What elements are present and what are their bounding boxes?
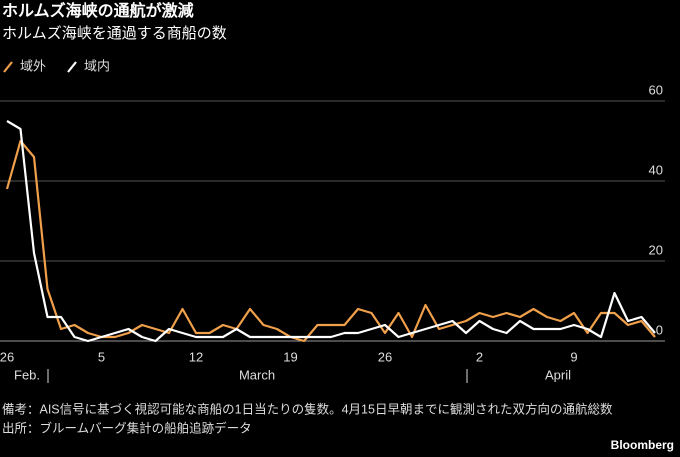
legend-swatch bbox=[67, 61, 77, 73]
month-label: April bbox=[545, 367, 571, 382]
x-tick-label: 19 bbox=[283, 349, 297, 364]
x-tick-label: 26 bbox=[0, 349, 14, 364]
legend-label: 域外 bbox=[20, 58, 46, 73]
y-tick-label: 20 bbox=[649, 242, 663, 257]
month-label: Feb. bbox=[14, 367, 40, 382]
chart-title: ホルムズ海峡の通航が激減 bbox=[2, 1, 194, 20]
x-tick-label: 26 bbox=[378, 349, 392, 364]
series-line bbox=[5, 139, 656, 343]
y-tick-label: 0 bbox=[656, 322, 663, 337]
chart-subtitle: ホルムズ海峡を通過する商船の数 bbox=[2, 25, 227, 42]
y-tick-label: 40 bbox=[649, 162, 663, 177]
legend-swatch bbox=[3, 61, 13, 73]
brand: Bloomberg bbox=[611, 438, 674, 452]
legend-label: 域内 bbox=[84, 58, 110, 73]
series-line bbox=[6, 120, 656, 343]
x-tick-label: 12 bbox=[189, 349, 203, 364]
month-label: March bbox=[239, 367, 275, 382]
source: 出所：ブルームバーグ集計の船舶追跡データ bbox=[2, 420, 252, 435]
note: 備考：AIS信号に基づく視認可能な商船の1日当たりの隻数。4月15日早朝までに観… bbox=[2, 401, 613, 416]
y-tick-label: 60 bbox=[649, 82, 663, 97]
x-tick-label: 2 bbox=[476, 349, 483, 364]
x-tick-label: 5 bbox=[98, 349, 105, 364]
x-tick-label: 9 bbox=[570, 349, 577, 364]
